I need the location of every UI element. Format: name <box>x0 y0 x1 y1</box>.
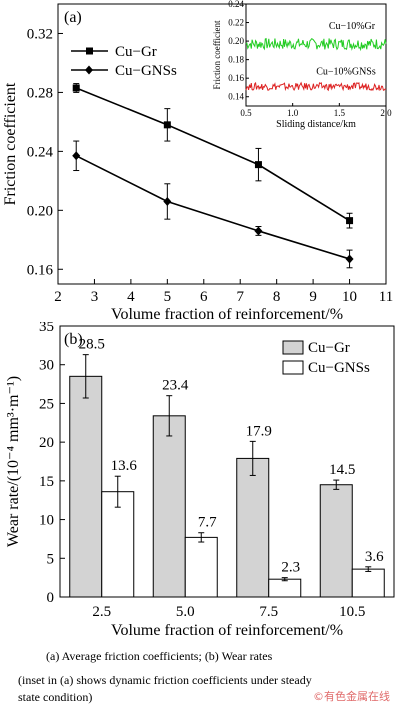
bar <box>351 568 385 598</box>
y-tick-label: 25 <box>39 396 54 412</box>
x-tick-label: 8 <box>273 289 281 305</box>
plot-frame <box>59 325 395 598</box>
x-axis-label: Volume fraction of reinforcement/% <box>111 306 343 320</box>
inset-y-tick-label: 0.14 <box>228 92 244 102</box>
figure-caption-line-2: (inset in (a) shows dynamic friction coe… <box>18 673 312 687</box>
inset-series-line <box>245 81 387 92</box>
y-tick-label: 0.16 <box>27 262 54 278</box>
data-label: 7.7 <box>198 515 217 531</box>
friction-coefficient-chart: 2 3 4 5 6 7 8 9 10 11 0.16 0.20 0.24 0.28 0.32 Volume f… <box>2 0 393 320</box>
inset-y-tick-label: 0.20 <box>228 36 244 46</box>
y-tick-label: 15 <box>39 474 54 490</box>
inset-y-tick-label: 0.22 <box>228 18 244 28</box>
x-tick-label: 10 <box>342 289 357 305</box>
legend-swatch <box>282 340 304 355</box>
data-point <box>254 226 263 236</box>
inset-y-tick-label: 0.24 <box>228 0 244 9</box>
x-tick-label: 7 <box>236 289 244 305</box>
series-line <box>75 87 350 222</box>
y-axis-label: Wear rate/(10⁻⁴ mm³·m⁻¹) <box>5 376 22 547</box>
legend-label: Cu−Gr <box>308 340 350 356</box>
legend-marker <box>85 65 93 75</box>
figure-caption-line-1: (a) Average friction coefficients; (b) W… <box>46 649 273 663</box>
inset-series-label: Cu−10%GNSs <box>316 66 376 77</box>
legend-marker <box>86 47 93 55</box>
y-tick-label: 20 <box>39 435 54 451</box>
inset-x-tick-label: 1.0 <box>287 108 299 118</box>
watermark: ©有色金属在线 <box>313 690 390 703</box>
x-tick-label: 11 <box>379 289 393 305</box>
data-label: 28.5 <box>79 337 105 353</box>
bar <box>152 415 186 598</box>
inset-y-axis-label: Friction coefficient <box>212 20 222 90</box>
inset-y-tick-label: 0.18 <box>228 55 244 65</box>
x-tick-label: 4 <box>127 289 135 305</box>
inset-series-label: Cu−10%Gr <box>329 21 376 32</box>
data-point <box>163 196 172 206</box>
y-tick-label: 10 <box>39 513 54 529</box>
figure-caption-line-3: state condition) <box>18 690 93 704</box>
x-tick-label: 5.0 <box>176 604 195 620</box>
plot-frame <box>57 3 387 285</box>
inset-y-tick-label: 0.16 <box>228 73 244 83</box>
bar <box>268 578 302 598</box>
bar <box>101 491 135 598</box>
x-tick-label: 5 <box>164 289 172 305</box>
data-point <box>345 254 354 264</box>
data-point <box>254 161 262 169</box>
bar <box>236 457 270 598</box>
data-point <box>346 217 354 225</box>
x-tick-label: 6 <box>200 289 208 305</box>
x-tick-label: 7.5 <box>259 604 278 620</box>
data-label: 2.3 <box>281 560 300 576</box>
data-label: 17.9 <box>246 423 272 439</box>
bar <box>69 375 103 598</box>
x-tick-label: 2.5 <box>92 604 111 620</box>
panel-label: (b) <box>64 331 83 348</box>
inset-x-tick-label: 1.5 <box>334 108 346 118</box>
panel-label: (a) <box>64 9 82 26</box>
legend-swatch <box>282 360 304 375</box>
data-label: 13.6 <box>111 458 138 474</box>
data-point <box>72 151 81 161</box>
x-tick-label: 3 <box>91 289 99 305</box>
x-tick-label: 10.5 <box>339 604 365 620</box>
y-tick-label: 35 <box>39 322 54 335</box>
legend-label: Cu−GNSs <box>308 360 370 376</box>
y-tick-label: 5 <box>47 551 55 567</box>
series-line <box>75 155 350 260</box>
y-tick-label: 0.32 <box>27 26 53 42</box>
y-axis-label: Friction coefficient <box>2 82 19 205</box>
y-tick-label: 0.24 <box>27 144 54 160</box>
inset-x-axis-label: Sliding distance/km <box>276 119 356 130</box>
legend-label: Cu−GNSs <box>115 63 177 79</box>
x-tick-label: 9 <box>309 289 317 305</box>
y-tick-label: 0.28 <box>27 85 53 101</box>
inset-x-tick-label: 2.0 <box>380 108 392 118</box>
legend-label: Cu−Gr <box>115 44 157 60</box>
x-axis-label: Volume fraction of reinforcement/% <box>111 622 343 639</box>
data-label: 3.6 <box>365 549 384 565</box>
data-point <box>163 121 171 129</box>
x-tick-label: 2 <box>54 289 62 305</box>
data-label: 14.5 <box>329 462 355 478</box>
data-label: 23.4 <box>162 378 189 394</box>
inset-x-tick-label: 0.5 <box>240 108 252 118</box>
y-tick-label: 0 <box>47 590 55 606</box>
y-tick-label: 30 <box>39 358 54 374</box>
inset-series-line <box>245 37 387 52</box>
bar <box>184 536 218 598</box>
inset-frame <box>245 3 387 107</box>
wear-rate-chart: 0 5 10 15 20 25 30 35 Wear rate/(10⁻⁴ mm³·m⁻¹) Vo… <box>5 322 395 639</box>
data-point <box>72 84 80 92</box>
bar <box>319 484 353 598</box>
y-tick-label: 0.20 <box>27 203 53 219</box>
